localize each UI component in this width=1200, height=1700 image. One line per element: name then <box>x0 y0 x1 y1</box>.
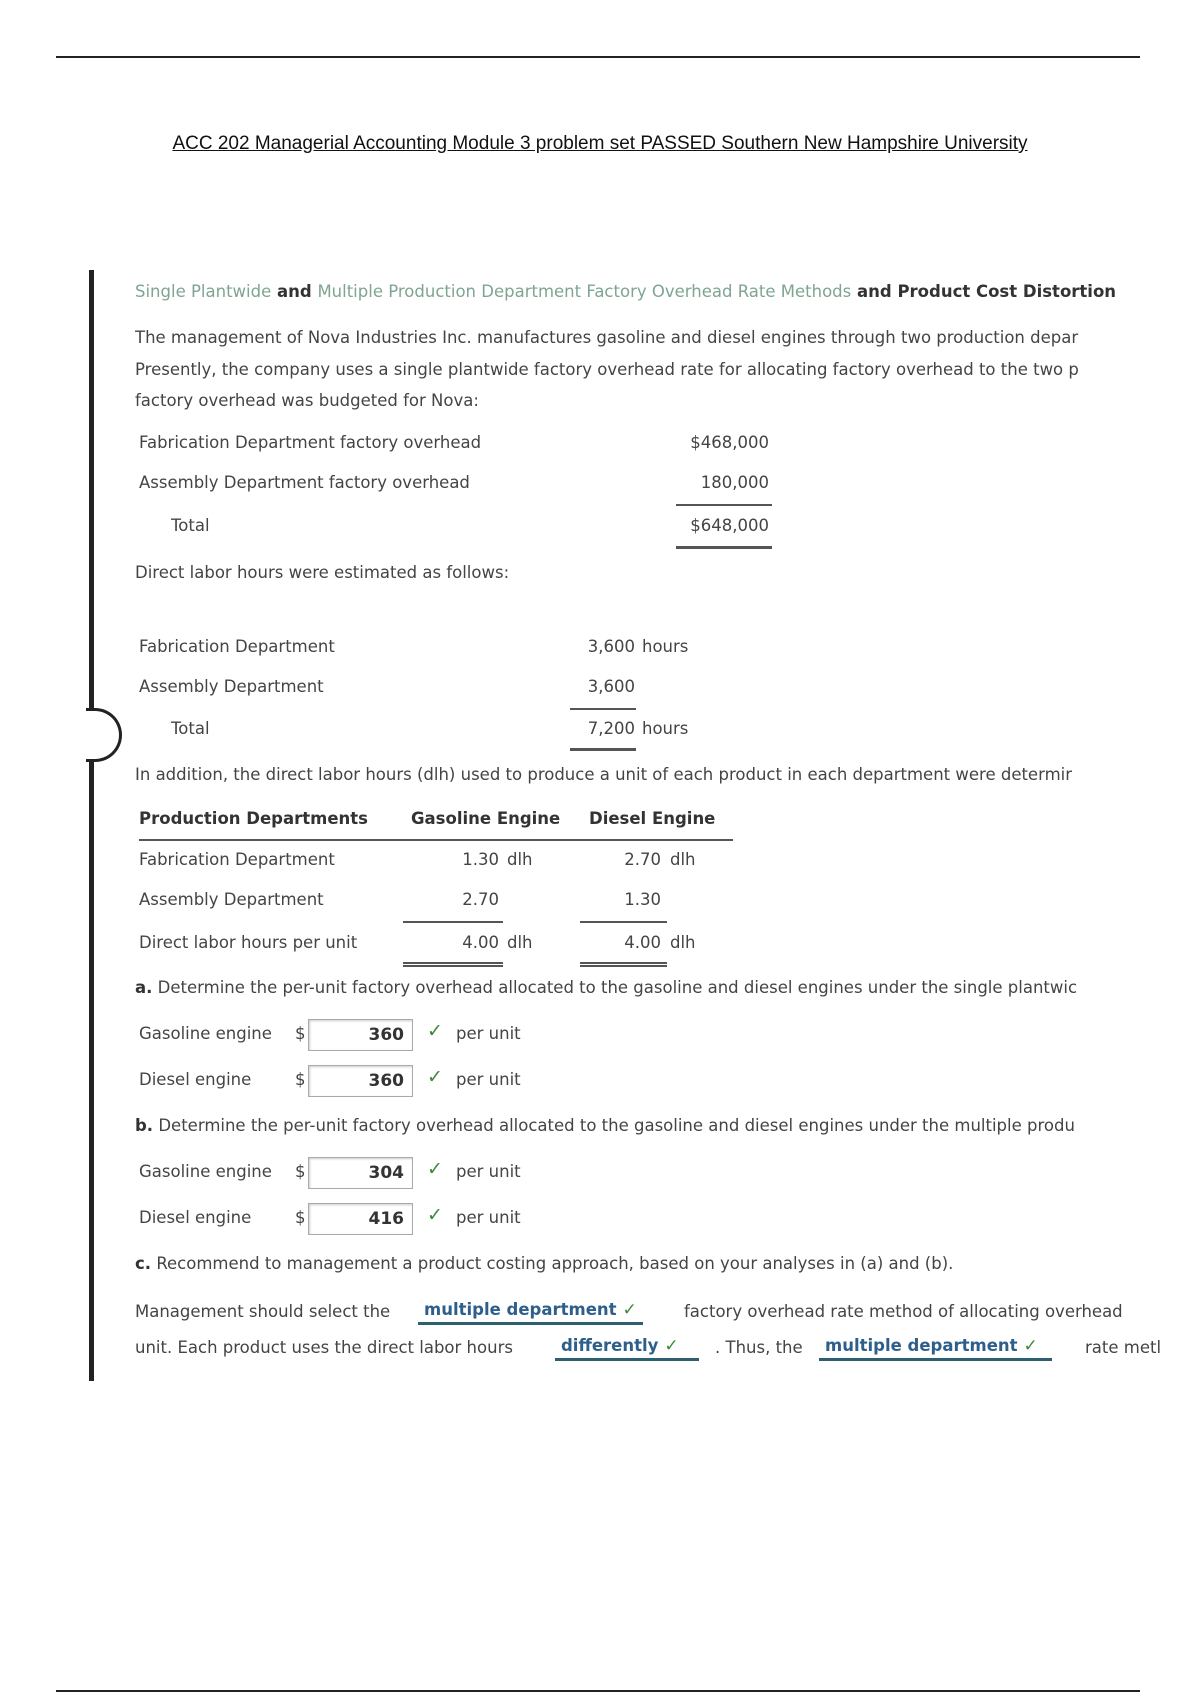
question-text: Determine the per-unit factory overhead … <box>157 978 1078 997</box>
unit-label: per unit <box>456 1024 521 1043</box>
overhead-label: Assembly Department factory overhead <box>139 473 470 492</box>
subtotal-rule <box>676 504 772 506</box>
recommendation-line-1-end: factory overhead rate method of allocati… <box>684 1302 1123 1321</box>
select-value: multiple department <box>825 1336 1018 1355</box>
recommendation-line-2-mid: . Thus, the <box>715 1338 803 1357</box>
check-icon: ✓ <box>427 1066 443 1088</box>
select-value: differently <box>561 1336 659 1355</box>
hours-value: 3,600 <box>587 677 635 696</box>
row-label: Fabrication Department <box>139 850 335 869</box>
heading-text: and Product Cost Distortion <box>851 282 1117 301</box>
row-label: Direct labor hours per unit <box>139 933 358 952</box>
col-header: Diesel Engine <box>589 809 716 828</box>
left-margin-bar <box>89 270 94 1381</box>
overhead-label: Total <box>171 516 210 535</box>
diesel-engine-a-input[interactable]: 360 <box>308 1065 413 1097</box>
intro-line: Presently, the company uses a single pla… <box>135 360 1079 379</box>
recommendation-line-2: unit. Each product uses the direct labor… <box>135 1338 513 1357</box>
gas-value: 1.30 <box>462 850 499 869</box>
row-label: Assembly Department <box>139 890 324 909</box>
check-icon: ✓ <box>622 1300 637 1320</box>
part-a-question: a. Determine the per-unit factory overhe… <box>135 978 1077 997</box>
method-select-1[interactable]: multiple department ✓ <box>418 1300 643 1325</box>
hours-value: 7,200 <box>587 719 635 738</box>
problem-content: Single Plantwide and Multiple Production… <box>135 270 1170 1390</box>
heading-link-multiple-production[interactable]: Multiple Production Department Factory O… <box>317 282 852 301</box>
gas-value: 4.00 <box>462 933 499 952</box>
recommendation-line-2-end: rate metl <box>1085 1338 1162 1357</box>
currency-symbol: $ <box>295 1162 306 1181</box>
hours-label: Total <box>171 719 210 738</box>
gas-value: 2.70 <box>462 890 499 909</box>
currency-symbol: $ <box>295 1208 306 1227</box>
hours-label: Fabrication Department <box>139 637 335 656</box>
subtotal-rule <box>570 708 636 710</box>
select-value: multiple department <box>424 1300 617 1319</box>
unit-label: per unit <box>456 1162 521 1181</box>
answer-label: Diesel engine <box>139 1208 252 1227</box>
header-rule <box>139 839 733 841</box>
unit-label: per unit <box>456 1208 521 1227</box>
dlh-intro: Direct labor hours were estimated as fol… <box>135 563 510 582</box>
problem-heading: Single Plantwide and Multiple Production… <box>135 282 1116 301</box>
col-header: Production Departments <box>139 809 368 828</box>
diesel-unit: dlh <box>670 850 696 869</box>
collapse-bracket-icon[interactable] <box>86 708 122 762</box>
diesel-value: 2.70 <box>624 850 661 869</box>
hours-unit: hours <box>642 637 689 656</box>
bottom-rule <box>56 1690 1140 1692</box>
diesel-value: 1.30 <box>624 890 661 909</box>
check-icon: ✓ <box>427 1158 443 1180</box>
method-select-2[interactable]: multiple department ✓ <box>819 1336 1052 1361</box>
diesel-unit: dlh <box>670 933 696 952</box>
question-text: Recommend to management a product costin… <box>156 1254 954 1273</box>
part-b-question: b. Determine the per-unit factory overhe… <box>135 1116 1075 1135</box>
document-title: ACC 202 Managerial Accounting Module 3 p… <box>172 133 1028 154</box>
usage-select[interactable]: differently ✓ <box>555 1336 699 1361</box>
gasoline-engine-a-input[interactable]: 360 <box>308 1019 413 1051</box>
check-icon: ✓ <box>427 1020 443 1042</box>
diesel-value: 4.00 <box>624 933 661 952</box>
heading-link-single-plantwide[interactable]: Single Plantwide <box>135 282 272 301</box>
check-icon: ✓ <box>1023 1336 1038 1356</box>
currency-symbol: $ <box>295 1024 306 1043</box>
total-double-rule <box>403 962 503 967</box>
total-rule <box>676 546 772 549</box>
question-text: Determine the per-unit factory overhead … <box>158 1116 1075 1135</box>
answer-label: Gasoline engine <box>139 1024 272 1043</box>
intro-line: The management of Nova Industries Inc. m… <box>135 328 1079 347</box>
total-rule <box>570 748 636 751</box>
hours-value: 3,600 <box>587 637 635 656</box>
overhead-amount: $648,000 <box>690 516 769 535</box>
gasoline-engine-b-input[interactable]: 304 <box>308 1157 413 1189</box>
part-letter: a. <box>135 978 153 997</box>
heading-text: and <box>271 282 318 301</box>
total-double-rule <box>580 962 667 967</box>
overhead-amount: 180,000 <box>700 473 769 492</box>
answer-label: Gasoline engine <box>139 1162 272 1181</box>
intro-line: factory overhead was budgeted for Nova: <box>135 391 479 410</box>
subtotal-rule <box>403 921 503 923</box>
unit-label: per unit <box>456 1070 521 1089</box>
col-header: Gasoline Engine <box>411 809 561 828</box>
part-letter: b. <box>135 1116 154 1135</box>
overhead-amount: $468,000 <box>690 433 769 452</box>
top-rule <box>56 56 1140 58</box>
gas-unit: dlh <box>507 850 533 869</box>
check-icon: ✓ <box>664 1336 679 1356</box>
gas-unit: dlh <box>507 933 533 952</box>
part-c-question: c. Recommend to management a product cos… <box>135 1254 953 1273</box>
part-letter: c. <box>135 1254 152 1273</box>
hours-label: Assembly Department <box>139 677 324 696</box>
check-icon: ✓ <box>427 1204 443 1226</box>
subtotal-rule <box>580 921 667 923</box>
answer-label: Diesel engine <box>139 1070 252 1089</box>
hours-unit: hours <box>642 719 689 738</box>
diesel-engine-b-input[interactable]: 416 <box>308 1203 413 1235</box>
overhead-label: Fabrication Department factory overhead <box>139 433 482 452</box>
recommendation-line-1: Management should select the <box>135 1302 391 1321</box>
currency-symbol: $ <box>295 1070 306 1089</box>
addition-text: In addition, the direct labor hours (dlh… <box>135 765 1073 784</box>
